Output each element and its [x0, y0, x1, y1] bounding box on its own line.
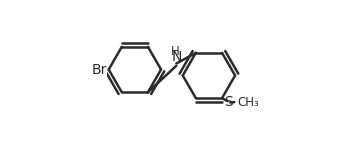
Text: S: S — [224, 95, 233, 109]
Text: Br: Br — [91, 63, 107, 77]
Text: CH₃: CH₃ — [238, 96, 260, 109]
Text: H: H — [171, 45, 180, 58]
Text: N: N — [171, 50, 182, 64]
